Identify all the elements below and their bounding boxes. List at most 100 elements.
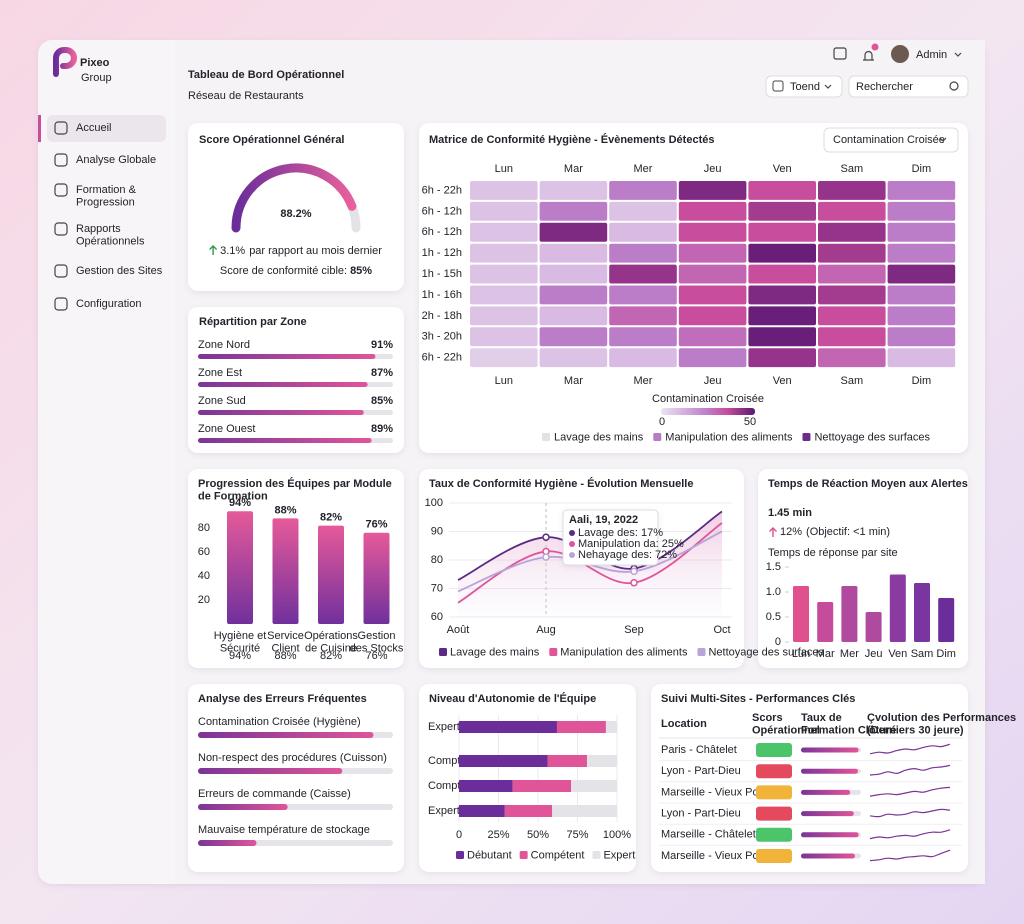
legend-label: Lavage des mains (554, 431, 644, 443)
brand-sub: Group (81, 72, 112, 84)
x-tick-value: 76% (365, 650, 387, 662)
zone-bar (198, 438, 372, 443)
zone-name: Zone Ouest (198, 423, 255, 435)
zone-name: Zone Nord (198, 339, 250, 351)
heat-cell (748, 327, 816, 347)
heat-cell (748, 181, 816, 200)
day-label: Jeu (704, 375, 722, 387)
heat-cell (609, 264, 677, 284)
bar-segment (504, 805, 553, 817)
chevron (939, 137, 947, 142)
heat-cell (470, 243, 538, 263)
day-label: Mer (634, 375, 653, 387)
heat-cell (470, 264, 538, 284)
card-title: Niveau d'Autonomie de l'Équipe (429, 692, 596, 705)
bar-segment (552, 805, 617, 817)
legend-swatch (439, 648, 447, 656)
nav-item[interactable]: Configuration (76, 298, 141, 310)
brand-name: Pixeo (80, 57, 110, 69)
heat-cell (678, 201, 747, 221)
heat-cell (748, 201, 816, 221)
y-tick-label: Expert (428, 805, 460, 817)
day-label: Sam (840, 163, 863, 175)
arrow-up-icon (209, 245, 218, 255)
nav-item[interactable]: Gestion des Sites (76, 265, 163, 277)
y-tick-label: 60 (198, 546, 210, 558)
gauge-value (231, 163, 357, 233)
card (651, 684, 968, 872)
nav-active (47, 115, 166, 142)
x-tick-value: 88% (274, 650, 296, 662)
formation-bar (801, 832, 859, 838)
page-subtitle: Réseau de Restaurants (188, 90, 304, 102)
formation-bar (801, 747, 859, 753)
line (457, 522, 723, 604)
zone-value: 87% (371, 367, 393, 379)
gauge-value-label: 88.2% (280, 208, 311, 220)
nav-item[interactable]: Accueil (76, 122, 111, 134)
bar (938, 598, 955, 642)
point (630, 567, 638, 576)
bar (272, 518, 299, 624)
colorbar-title: Contamination Croisée (652, 393, 764, 405)
heat-cell (887, 264, 956, 284)
zone-bar (198, 410, 364, 415)
arrow-up-icon (769, 527, 777, 537)
hour-label: 1h - 15h (422, 268, 462, 280)
bar (914, 583, 930, 642)
heat-cell (748, 222, 816, 242)
legend-label: Nettoyage des surfaces (814, 431, 930, 443)
legend-label: Manipulation des aliments (665, 431, 793, 443)
y-tick-label: 20 (198, 594, 210, 606)
avatar (891, 45, 909, 63)
bell-icon (863, 50, 874, 61)
heat-cell (887, 201, 956, 221)
search-box[interactable] (848, 75, 969, 98)
tooltip-dot (569, 530, 575, 536)
tooltip-dot (569, 552, 575, 558)
y-tick-label: 80 (431, 554, 443, 566)
x-tick-label: Mar (816, 648, 835, 660)
zone-value: 85% (371, 395, 393, 407)
bar (363, 532, 390, 624)
bar-segment (547, 755, 587, 767)
score-target-text: Score de conformité cible: (220, 265, 347, 277)
heat-cell (470, 327, 538, 347)
tooltip (562, 509, 659, 566)
nav-item[interactable]: Formation & Progression (76, 184, 137, 209)
legend-swatch (456, 851, 464, 859)
card (419, 684, 636, 872)
heat-cell (818, 285, 886, 305)
user-name: Admin (916, 49, 947, 61)
x-tick-value: 82% (320, 650, 342, 662)
heat-cell (539, 243, 608, 263)
card-title: Taux de Conformité Hygiène - Évolution M… (429, 477, 693, 490)
page-title: Tableau de Bord Opérationnel (188, 69, 344, 81)
bar (817, 602, 834, 642)
card-title: Progression des Équipes par Module de For… (198, 477, 392, 503)
nav-item[interactable]: Rapports Opérationnels (76, 223, 145, 248)
hour-label: 6h - 12h (422, 226, 462, 238)
x-tick-label: 50% (527, 829, 549, 841)
heat-cell (539, 348, 608, 368)
y-tick-label: 90 (431, 525, 443, 537)
score-target: 85% (350, 265, 372, 277)
nav-icon (54, 264, 68, 278)
heat-cell (609, 222, 677, 242)
day-label: Ven (773, 163, 792, 175)
zone-value: 91% (371, 339, 393, 351)
heat-cell (887, 327, 956, 347)
card-title: Analyse des Erreurs Fréquentes (198, 693, 367, 705)
bar (793, 586, 809, 642)
bar-segment (556, 721, 606, 733)
filter-button[interactable] (765, 75, 843, 98)
heat-cell (470, 285, 538, 305)
heat-cell (748, 264, 816, 284)
heat-cell (818, 243, 886, 263)
point (542, 553, 550, 561)
nav-icon (54, 121, 68, 135)
nav-item[interactable]: Analyse Globale (76, 154, 156, 166)
legend-label: Compétent (531, 849, 585, 861)
zone-bar (198, 382, 368, 387)
dropdown[interactable] (823, 127, 959, 153)
